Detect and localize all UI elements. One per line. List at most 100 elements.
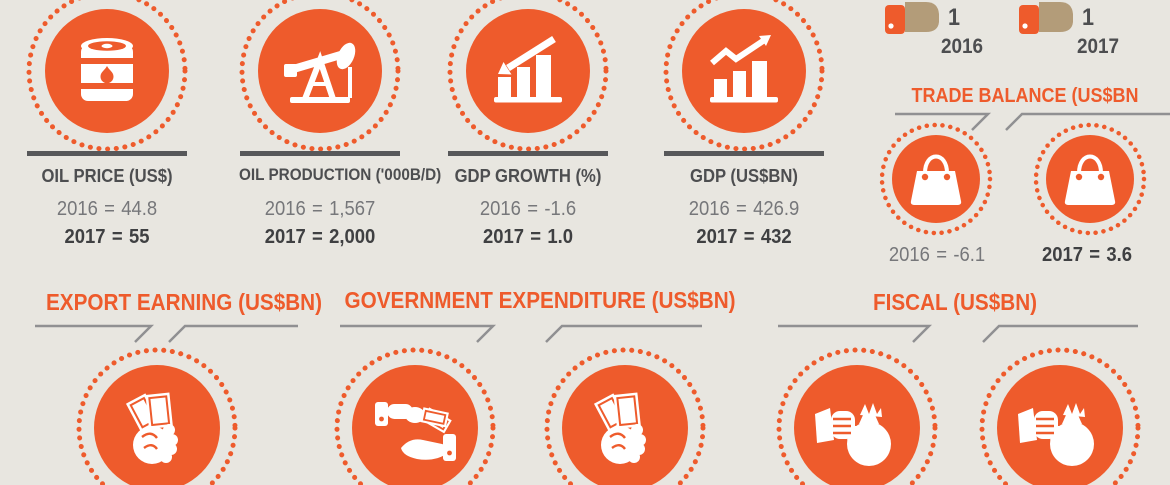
equals-sign: = bbox=[530, 225, 542, 248]
card-divider bbox=[664, 151, 824, 156]
equals-sign: = bbox=[312, 225, 323, 248]
shopping-bag-badge-2017 bbox=[1033, 122, 1147, 236]
legend-hand-icon-2016 bbox=[885, 2, 939, 34]
year-label: 2016 bbox=[688, 197, 730, 220]
value-row-2016: 2016 = 44.8 bbox=[26, 197, 188, 221]
equals-sign: = bbox=[1089, 243, 1101, 266]
value-label: 1.0 bbox=[547, 225, 574, 248]
orange-disc bbox=[258, 9, 382, 133]
export-earning-pointer bbox=[35, 324, 298, 343]
year-label: 2017 bbox=[264, 225, 306, 248]
card-title: OIL PRICE (US$) bbox=[41, 165, 173, 186]
equals-sign: = bbox=[936, 243, 948, 266]
year-label: 2017 bbox=[696, 225, 738, 248]
chart-growth-badge bbox=[663, 0, 825, 152]
pointer-left-line bbox=[340, 324, 497, 343]
value-row-2016: 2016 = -1.6 bbox=[447, 197, 609, 221]
dotted-ring bbox=[879, 122, 993, 236]
value-row-2016: 2016 = 426.9 bbox=[663, 197, 825, 221]
stat-card-oil-production: OIL PRODUCTION ('000B/D) 2016 = 1,567 2017… bbox=[230, 0, 442, 262]
money-bag-badge-1 bbox=[776, 347, 938, 485]
legend-year-2017: 2017 bbox=[1076, 35, 1120, 58]
value-row-2017: 2017 = 432 bbox=[663, 225, 825, 249]
year-label: 2016 bbox=[56, 197, 98, 220]
pointer-right-line bbox=[168, 324, 298, 343]
dotted-ring bbox=[26, 0, 188, 152]
pointer-left-line bbox=[778, 324, 933, 343]
dotted-ring bbox=[1033, 122, 1147, 236]
card-divider bbox=[448, 151, 608, 156]
fiscal-title: FISCAL (US$BN) bbox=[872, 289, 1038, 315]
value-row-2016: 2016 = 1,567 bbox=[239, 197, 401, 221]
card-title: GDP (US$BN) bbox=[690, 165, 798, 186]
year-label: 2016 bbox=[479, 197, 521, 220]
value-label: 2,000 bbox=[329, 225, 376, 248]
orange-disc bbox=[794, 365, 920, 485]
dotted-ring bbox=[663, 0, 825, 152]
equals-sign: = bbox=[527, 197, 539, 220]
chart-decline-badge bbox=[447, 0, 609, 152]
dotted-ring bbox=[239, 0, 401, 152]
orange-disc bbox=[352, 365, 478, 485]
trade-balance-pointer bbox=[895, 112, 1170, 131]
year-label: 2017 bbox=[64, 225, 106, 248]
pointer-left-line bbox=[35, 324, 155, 343]
trade-balance-value-2017: 2017 = 3.6 bbox=[1020, 243, 1155, 267]
pointer-right-line bbox=[1005, 112, 1170, 131]
card-divider bbox=[27, 151, 187, 156]
money-fist-badge-export bbox=[76, 347, 238, 485]
year-label: 2017 bbox=[1041, 243, 1084, 266]
stat-card-oil-price: OIL PRICE (US$) 2016 = 44.8 2017 = 55 bbox=[17, 0, 197, 262]
oil-barrel-badge bbox=[26, 0, 188, 152]
pointer-left-line bbox=[895, 112, 992, 131]
shopping-bag-badge-2016 bbox=[879, 122, 993, 236]
equals-sign: = bbox=[743, 225, 755, 248]
money-fist-badge-expenditure bbox=[544, 347, 706, 485]
oil-barrel-icon bbox=[80, 38, 134, 101]
legend-hand-icon-2017 bbox=[1019, 2, 1073, 34]
equals-sign: = bbox=[312, 197, 323, 220]
pump-jack-badge bbox=[239, 0, 401, 152]
year-label: 2016 bbox=[888, 243, 930, 266]
value-label: 1,567 bbox=[329, 197, 376, 220]
value-label: 55 bbox=[128, 225, 150, 248]
value-label: 3.6 bbox=[1106, 243, 1133, 266]
year-label: 2016 bbox=[264, 197, 306, 220]
card-title: GDP GROWTH (%) bbox=[454, 165, 602, 186]
dotted-ring bbox=[776, 347, 938, 485]
orange-disc bbox=[997, 365, 1123, 485]
pointer-right-line bbox=[545, 324, 702, 343]
pointer-right-line bbox=[982, 324, 1138, 343]
value-label: -1.6 bbox=[544, 197, 577, 220]
card-title: OIL PRODUCTION ('000B/D) bbox=[239, 165, 442, 184]
fiscal-pointer bbox=[778, 324, 1138, 343]
trade-balance-value-2016: 2016 = -6.1 bbox=[870, 243, 1005, 267]
legend-year-2016: 2016 bbox=[940, 35, 984, 58]
government-expenditure-pointer bbox=[340, 324, 702, 343]
value-label: -6.1 bbox=[953, 243, 986, 266]
value-row-2017: 2017 = 55 bbox=[26, 225, 188, 249]
equals-sign: = bbox=[104, 197, 115, 220]
stat-card-gdp-growth: GDP GROWTH (%) 2016 = -1.6 2017 = 1.0 bbox=[438, 0, 618, 262]
equals-sign: = bbox=[736, 197, 747, 220]
stat-card-gdp: GDP (US$BN) 2016 = 426.9 2017 = 432 bbox=[654, 0, 834, 262]
dotted-ring bbox=[544, 347, 706, 485]
value-label: 432 bbox=[760, 225, 792, 248]
export-earning-title: EXPORT EARNING (US$BN) bbox=[46, 289, 323, 315]
value-label: 426.9 bbox=[753, 197, 800, 220]
legend-rank-2016: 1 bbox=[948, 4, 961, 31]
value-row-2017: 2017 = 2,000 bbox=[239, 225, 401, 249]
equals-sign: = bbox=[111, 225, 123, 248]
value-label: 44.8 bbox=[121, 197, 158, 220]
give-money-badge bbox=[334, 347, 496, 485]
legend-rank-2017: 1 bbox=[1082, 4, 1095, 31]
value-row-2017: 2017 = 1.0 bbox=[447, 225, 609, 249]
card-divider bbox=[240, 151, 400, 156]
government-expenditure-title: GOVERNMENT EXPENDITURE (US$BN) bbox=[344, 287, 736, 313]
dotted-ring bbox=[76, 347, 238, 485]
money-bag-badge-2 bbox=[979, 347, 1141, 485]
dotted-ring bbox=[979, 347, 1141, 485]
trade-balance-title: TRADE BALANCE (US$BN bbox=[911, 85, 1139, 107]
year-label: 2017 bbox=[482, 225, 525, 248]
